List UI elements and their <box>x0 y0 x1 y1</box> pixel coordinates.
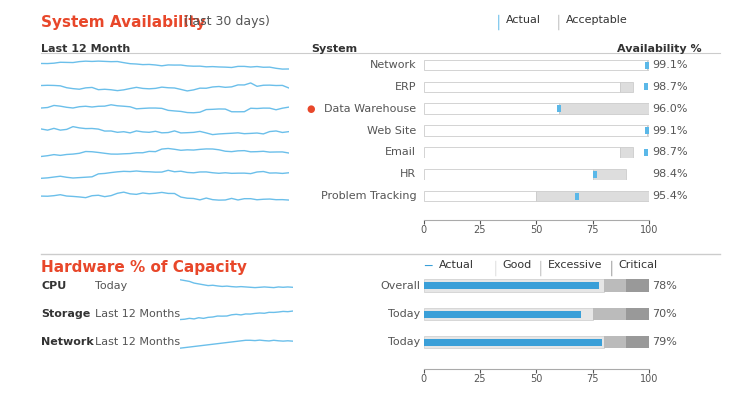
Text: Network: Network <box>370 60 416 70</box>
Text: Data Warehouse: Data Warehouse <box>324 104 416 114</box>
Bar <box>536 191 649 202</box>
Bar <box>574 193 579 199</box>
Text: Today: Today <box>388 309 420 319</box>
Text: Storage: Storage <box>41 309 91 319</box>
Bar <box>645 62 649 68</box>
Bar <box>424 282 599 289</box>
Bar <box>592 171 597 178</box>
Text: │: │ <box>555 15 562 30</box>
Text: 99.1%: 99.1% <box>652 126 688 136</box>
Text: Availability %: Availability % <box>616 44 701 54</box>
Bar <box>424 308 592 320</box>
Bar <box>645 127 649 134</box>
Bar <box>424 339 602 346</box>
Text: Actual: Actual <box>439 260 474 270</box>
Bar <box>424 279 604 292</box>
Bar <box>646 60 649 71</box>
Bar <box>424 103 559 114</box>
Text: │: │ <box>536 260 544 276</box>
Bar <box>424 310 581 318</box>
Text: Today: Today <box>95 281 128 291</box>
Bar <box>604 336 626 349</box>
Text: Hardware % of Capacity: Hardware % of Capacity <box>41 260 248 276</box>
Text: Good: Good <box>503 260 532 270</box>
Bar <box>620 147 633 158</box>
Text: 98.4%: 98.4% <box>652 169 688 179</box>
Text: Critical: Critical <box>619 260 658 270</box>
Text: 99.1%: 99.1% <box>652 60 688 70</box>
Text: System Availability: System Availability <box>41 15 206 30</box>
Text: CPU: CPU <box>41 281 67 291</box>
Bar <box>644 84 648 90</box>
Bar <box>559 103 649 114</box>
Text: Email: Email <box>386 147 416 158</box>
Text: │: │ <box>495 15 502 30</box>
Text: (last 30 days): (last 30 days) <box>180 15 270 28</box>
Text: 98.7%: 98.7% <box>652 82 688 92</box>
Bar <box>424 60 646 71</box>
Bar <box>424 147 620 158</box>
Text: System: System <box>311 44 357 54</box>
Text: Web Site: Web Site <box>367 126 416 136</box>
Text: ●: ● <box>306 104 314 114</box>
Text: Last 12 Months: Last 12 Months <box>95 337 180 347</box>
Text: │: │ <box>491 260 499 276</box>
Bar <box>424 336 604 349</box>
Bar <box>424 81 620 92</box>
Bar <box>626 279 649 292</box>
Text: 98.7%: 98.7% <box>652 147 688 158</box>
Bar <box>620 81 633 92</box>
Text: Actual: Actual <box>506 15 542 25</box>
Text: ERP: ERP <box>394 82 416 92</box>
Text: ─: ─ <box>424 260 431 273</box>
Text: 95.4%: 95.4% <box>652 191 688 201</box>
Text: Problem Tracking: Problem Tracking <box>321 191 416 201</box>
Text: 78%: 78% <box>652 281 677 291</box>
Bar <box>626 336 649 349</box>
Bar <box>592 169 626 180</box>
Bar <box>424 191 536 202</box>
Text: Excessive: Excessive <box>548 260 602 270</box>
Bar <box>644 149 648 156</box>
Bar <box>424 169 592 180</box>
Bar <box>556 105 561 112</box>
Bar <box>424 125 646 136</box>
Text: Today: Today <box>388 337 420 347</box>
Text: Last 12 Month: Last 12 Month <box>41 44 130 54</box>
Text: 70%: 70% <box>652 309 677 319</box>
Bar <box>604 279 626 292</box>
Text: 96.0%: 96.0% <box>652 104 688 114</box>
Text: 79%: 79% <box>652 337 677 347</box>
Text: HR: HR <box>400 169 416 179</box>
Text: Last 12 Months: Last 12 Months <box>95 309 180 319</box>
Text: Acceptable: Acceptable <box>566 15 628 25</box>
Bar <box>626 308 649 320</box>
Bar <box>646 125 649 136</box>
Bar <box>592 308 626 320</box>
Text: Network: Network <box>41 337 94 347</box>
Text: │: │ <box>608 260 615 276</box>
Text: Overall: Overall <box>380 281 420 291</box>
